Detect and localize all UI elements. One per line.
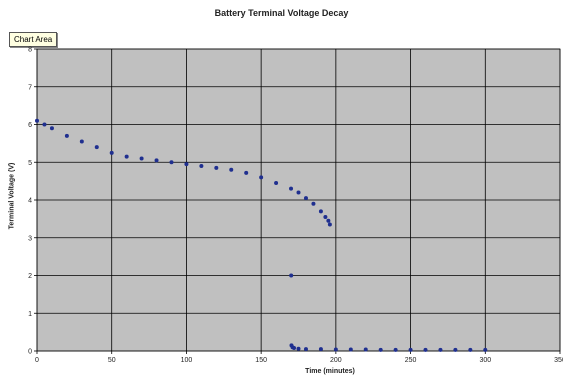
data-point [274,181,279,186]
x-tick-label: 250 [405,357,417,364]
data-point [318,347,323,352]
data-point [296,346,301,351]
data-point [303,347,308,352]
data-point [35,118,39,123]
data-point [184,162,189,167]
x-tick-label: 200 [330,357,342,364]
y-tick-label: 8 [28,47,32,54]
x-tick-label: 150 [255,357,267,364]
data-point [408,347,413,352]
data-point [289,186,294,191]
x-axis-label: Time (minutes) [305,368,355,375]
y-tick-label: 3 [28,235,32,242]
data-point [42,122,47,127]
y-tick-label: 0 [28,349,32,356]
data-point [154,158,159,163]
chart-title: Battery Terminal Voltage Decay [214,8,349,18]
data-point [318,209,323,214]
x-tick-label: 300 [479,357,491,364]
data-point [423,347,428,352]
data-point [109,150,114,155]
data-point [169,160,174,165]
data-point [289,273,294,278]
data-point [139,156,144,161]
data-point [259,175,264,180]
data-point [214,165,219,170]
y-tick-label: 7 [28,84,32,91]
data-point [438,347,443,352]
data-point [327,222,332,227]
y-tick-label: 1 [28,311,32,318]
data-point [483,347,488,352]
data-point [303,196,308,201]
data-point [311,201,316,206]
data-point [229,167,234,172]
y-tick-label: 6 [28,122,32,129]
y-tick-label: 4 [28,198,32,205]
x-tick-label: 100 [181,357,193,364]
data-point [94,145,99,150]
data-point [79,139,84,144]
data-point [468,347,473,352]
x-tick-label: 350 [554,357,563,364]
data-point [333,347,338,352]
data-point [296,190,301,195]
data-point [363,347,368,352]
chart-area-tooltip: Chart Area [9,32,58,47]
data-point [378,347,383,352]
data-point [199,164,204,169]
x-tick-label: 50 [108,357,116,364]
data-point [323,214,328,219]
data-point [393,347,398,352]
x-tick-label: 0 [35,357,39,364]
y-tick-label: 5 [28,160,32,167]
data-point [49,126,54,131]
y-tick-label: 2 [28,273,32,280]
data-point [326,218,331,223]
data-point [64,133,69,138]
data-point [244,170,249,175]
data-point [453,347,458,352]
data-point [348,347,353,352]
data-point [292,345,297,350]
data-point [124,154,129,159]
